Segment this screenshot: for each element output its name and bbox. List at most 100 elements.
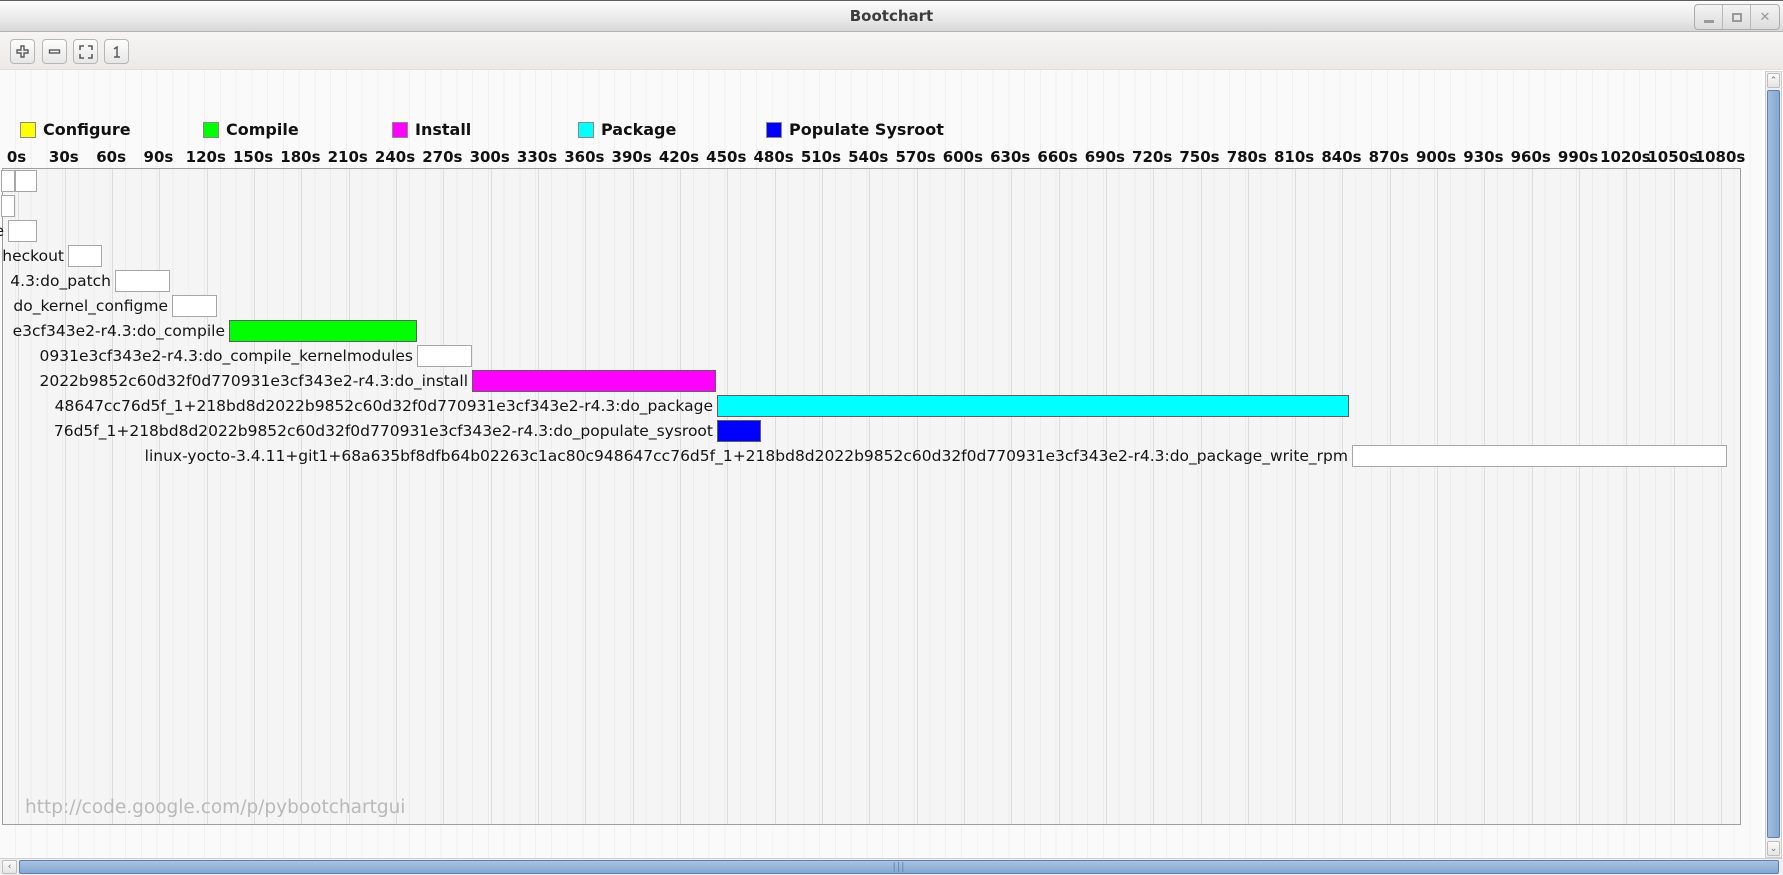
gridline — [869, 169, 871, 824]
task-label: 76d5f_1+218bd8d2022b9852c60d32f0d770931e… — [53, 422, 713, 440]
legend: Configure Compile Install Package Populate S… — [0, 120, 1762, 140]
axis-tick-label: 30s — [48, 148, 79, 166]
gridline — [679, 169, 681, 824]
scroll-left-icon: ‹ — [7, 862, 12, 872]
gridline — [1342, 169, 1344, 824]
task-bar-other — [115, 270, 170, 292]
task-bar-other — [172, 295, 217, 317]
window-controls: ✕ — [1694, 4, 1780, 30]
chart-area — [2, 168, 1741, 825]
axis-tick-label: 330s — [516, 148, 558, 166]
gridline — [159, 169, 161, 824]
gridline — [538, 169, 540, 824]
axis-tick-label: 750s — [1179, 148, 1220, 166]
axis-tick-label: 510s — [800, 148, 842, 166]
close-icon: ✕ — [1759, 9, 1771, 25]
chart-canvas: Configure Compile Install Package Populate S… — [0, 70, 1762, 858]
task-row — [0, 169, 1762, 194]
gridline — [1295, 169, 1297, 824]
axis-tick-label: 1080s — [1694, 148, 1746, 166]
task-row: do_kernel_configme — [0, 294, 1762, 319]
horizontal-scroll-thumb[interactable]: ||| — [19, 860, 1779, 874]
legend-item: Install — [392, 120, 471, 139]
toolbar — [0, 32, 1783, 70]
scroll-left-button[interactable]: ‹ — [2, 860, 17, 874]
gridline — [17, 169, 19, 824]
task-bar-other — [15, 170, 37, 192]
task-bar-other — [1, 170, 15, 192]
minimize-button[interactable] — [1695, 5, 1723, 29]
zoom-in-button[interactable] — [10, 39, 35, 64]
gridline — [916, 169, 918, 824]
vertical-scrollbar[interactable]: ⌃ ⌄ — [1765, 71, 1782, 858]
gridline — [1626, 169, 1628, 824]
axis-tick-label: 450s — [706, 148, 747, 166]
axis-tick-label: 570s — [895, 148, 936, 166]
task-bar-other — [8, 220, 37, 242]
task-label: 4.3:do_patch — [10, 272, 111, 290]
gridline — [1721, 169, 1723, 824]
gridline — [963, 169, 965, 824]
axis-tick-label: 960s — [1510, 148, 1551, 166]
gridline — [1579, 169, 1581, 824]
gridline — [112, 169, 114, 824]
gridline — [443, 169, 445, 824]
zoom-100-icon — [113, 45, 120, 58]
task-row: heckout — [0, 244, 1762, 269]
zoom-out-button[interactable] — [42, 39, 67, 64]
gridline — [1531, 169, 1533, 824]
axis-tick-label: 210s — [327, 148, 368, 166]
gridline — [632, 169, 634, 824]
scroll-down-button[interactable]: ⌄ — [1767, 841, 1780, 856]
task-bar-other — [1, 195, 15, 217]
legend-swatch — [578, 121, 594, 138]
axis-tick-label: 630s — [990, 148, 1031, 166]
zoom-100-button[interactable] — [104, 39, 129, 64]
task-row — [0, 194, 1762, 219]
gridline — [490, 169, 492, 824]
task-row: linux-yocto-3.4.11+git1+68a635bf8dfb64b0… — [0, 444, 1762, 469]
axis-tick-label: 690s — [1084, 148, 1125, 166]
task-bar-other — [417, 345, 472, 367]
task-row: 76d5f_1+218bd8d2022b9852c60d32f0d770931e… — [0, 419, 1762, 444]
gridline — [64, 169, 66, 824]
legend-item: Configure — [20, 120, 131, 139]
axis-tick-label: 840s — [1321, 148, 1362, 166]
task-row: 2022b9852c60d32f0d770931e3cf343e2-r4.3:d… — [0, 369, 1762, 394]
gridline — [585, 169, 587, 824]
gridline — [206, 169, 208, 824]
task-row: 48647cc76d5f_1+218bd8d2022b9852c60d32f0d… — [0, 394, 1762, 419]
gridline — [1437, 169, 1439, 824]
gridline — [1247, 169, 1249, 824]
legend-label: Configure — [43, 120, 131, 139]
legend-label: Install — [415, 120, 472, 139]
task-row: 4.3:do_patch — [0, 269, 1762, 294]
maximize-button[interactable] — [1723, 5, 1751, 29]
task-row: 0931e3cf343e2-r4.3:do_compile_kernelmodu… — [0, 344, 1762, 369]
scroll-up-button[interactable]: ⌃ — [1767, 73, 1780, 88]
legend-swatch — [203, 121, 219, 138]
legend-swatch — [392, 121, 408, 138]
task-bar-install — [472, 370, 716, 392]
axis-tick-label: 0s — [6, 148, 27, 166]
task-bar-other — [68, 245, 102, 267]
axis-tick-label: 60s — [96, 148, 127, 166]
axis-tick-label: 990s — [1557, 148, 1599, 166]
gridline — [1058, 169, 1060, 824]
zoom-out-icon — [48, 49, 61, 54]
task-bar-package — [717, 395, 1349, 417]
axis-tick-label: 150s — [232, 148, 274, 166]
close-button[interactable]: ✕ — [1751, 5, 1779, 29]
task-label: do_kernel_configme — [13, 297, 168, 315]
legend-item: Populate Sysroot — [766, 120, 944, 139]
zoom-fit-button[interactable] — [73, 39, 98, 64]
task-label: heckout — [2, 247, 64, 265]
scroll-grip-icon: ||| — [892, 861, 906, 873]
vertical-scroll-thumb[interactable] — [1767, 90, 1780, 838]
window-titlebar[interactable]: Bootchart ✕ — [0, 2, 1783, 32]
gridline — [1484, 169, 1486, 824]
horizontal-scrollbar[interactable]: ‹ ||| — [0, 858, 1783, 875]
gridline — [301, 169, 303, 824]
axis-tick-label: 720s — [1132, 148, 1173, 166]
